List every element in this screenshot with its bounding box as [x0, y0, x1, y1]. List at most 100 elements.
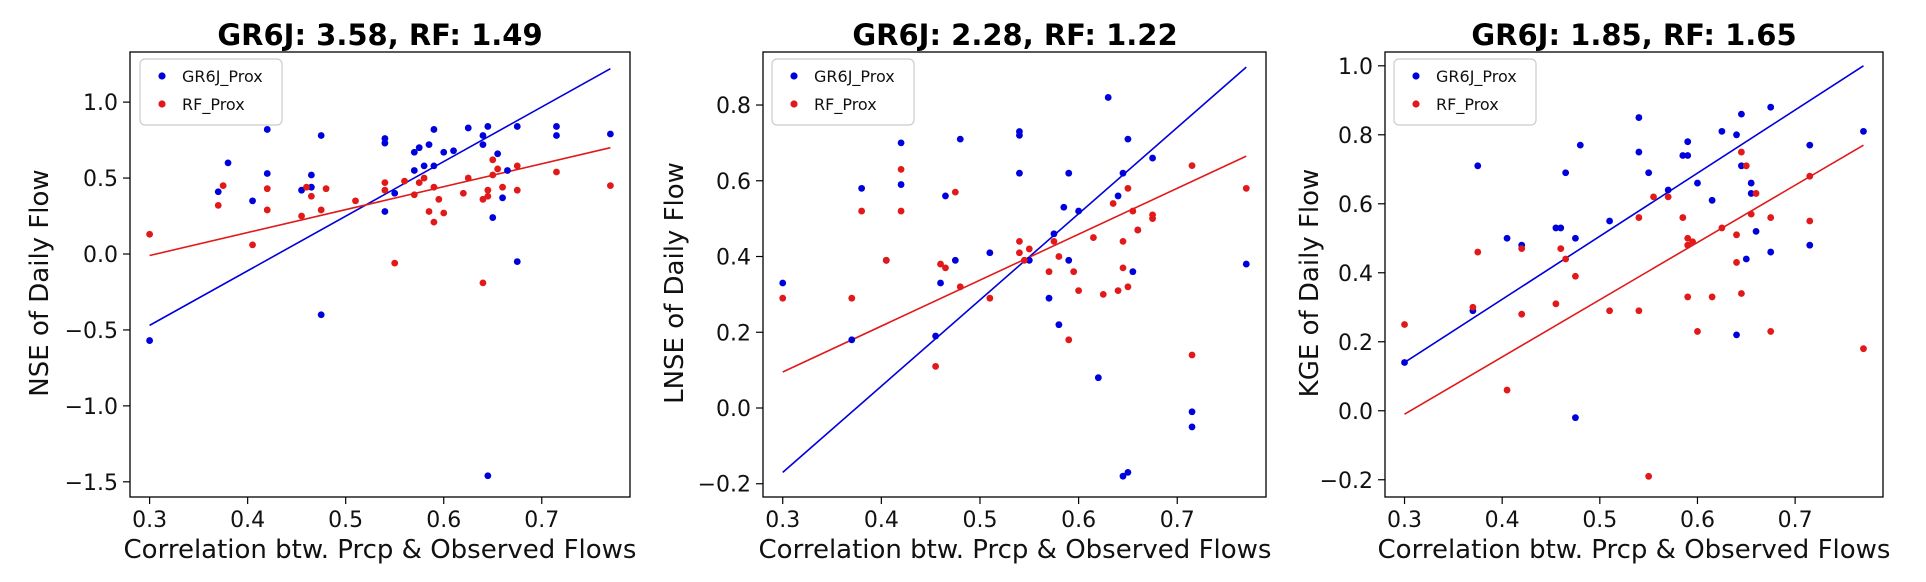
- panel-title: GR6J: 1.85, RF: 1.65: [1471, 18, 1796, 52]
- legend-marker-gr6j: [1412, 72, 1420, 80]
- tick-layer: 0.3 0.4 0.5 0.6 0.7 −1.5 −1.0 −0.5 0.0 0.5 1.0: [65, 91, 560, 533]
- point-gr6j-prox: [1025, 256, 1033, 264]
- point-rf-prox: [1738, 148, 1745, 156]
- point-rf-prox: [1684, 293, 1692, 301]
- point-layer: [779, 94, 1250, 480]
- y-axis-label: NSE of Daily Flow: [25, 169, 55, 396]
- legend-label-gr6j: GR6J_Prox: [182, 67, 263, 87]
- point-gr6j-prox: [1050, 230, 1058, 238]
- point-rf-prox: [484, 186, 492, 194]
- point-rf-prox: [1679, 214, 1687, 221]
- point-rf-prox: [1738, 290, 1745, 297]
- point-rf-prox: [1016, 237, 1023, 245]
- x-tick-label: 0.7: [1160, 508, 1195, 533]
- point-rf-prox: [1767, 214, 1775, 221]
- fit-line-layer: [149, 68, 611, 327]
- point-layer: [146, 123, 614, 480]
- point-gr6j-prox: [1664, 186, 1672, 194]
- point-gr6j-prox: [479, 132, 487, 139]
- point-rf-prox: [1635, 307, 1643, 315]
- point-gr6j-prox: [1129, 268, 1137, 276]
- point-gr6j-prox: [1124, 135, 1132, 143]
- y-tick-label: 0.5: [83, 167, 118, 192]
- point-gr6j-prox: [440, 148, 448, 156]
- point-gr6j-prox: [464, 124, 472, 132]
- point-gr6j-prox: [415, 144, 423, 152]
- y-tick-label: 0.2: [716, 321, 751, 346]
- point-gr6j-prox: [1572, 414, 1579, 422]
- point-gr6j-prox: [1738, 110, 1745, 118]
- y-tick-label: 0.4: [716, 246, 751, 271]
- point-rf-prox: [307, 192, 315, 200]
- point-gr6j-prox: [1119, 169, 1127, 177]
- point-rf-prox: [249, 241, 256, 249]
- point-gr6j-prox: [1503, 234, 1511, 242]
- point-rf-prox: [1070, 268, 1078, 276]
- point-gr6j-prox: [1742, 255, 1750, 263]
- point-gr6j-prox: [1752, 227, 1760, 235]
- point-rf-prox: [1090, 234, 1097, 241]
- point-gr6j-prox: [307, 171, 315, 179]
- point-gr6j-prox: [499, 194, 506, 202]
- point-gr6j-prox: [897, 139, 905, 147]
- x-tick-label: 0.5: [962, 508, 997, 533]
- point-gr6j-prox: [1806, 241, 1814, 249]
- point-rf-prox: [1718, 224, 1726, 232]
- point-rf-prox: [381, 179, 389, 187]
- point-rf-prox: [435, 195, 443, 203]
- point-rf-prox: [1124, 283, 1132, 291]
- point-gr6j-prox: [410, 148, 418, 156]
- point-rf-prox: [932, 362, 939, 370]
- point-rf-prox: [352, 197, 359, 205]
- point-rf-prox: [1572, 272, 1579, 280]
- plot-frame: [762, 51, 1267, 498]
- point-gr6j-prox: [848, 336, 856, 344]
- point-rf-prox: [513, 162, 521, 170]
- plot-frame: [1384, 51, 1884, 498]
- point-gr6j-prox: [1557, 224, 1565, 232]
- y-tick-label: 0.8: [1338, 124, 1373, 149]
- point-rf-prox: [425, 208, 433, 215]
- point-gr6j-prox: [1860, 127, 1867, 135]
- fit-line-gr6j-prox: [149, 68, 611, 327]
- point-rf-prox: [440, 209, 448, 217]
- point-gr6j-prox: [214, 188, 222, 196]
- panel-title: GR6J: 3.58, RF: 1.49: [217, 18, 542, 52]
- point-rf-prox: [464, 174, 472, 182]
- point-gr6j-prox: [1747, 179, 1755, 187]
- point-rf-prox: [1752, 190, 1760, 197]
- x-tick-label: 0.7: [524, 508, 559, 533]
- x-tick-label: 0.6: [426, 508, 461, 533]
- point-rf-prox: [489, 171, 497, 179]
- point-gr6j-prox: [1188, 408, 1196, 416]
- point-gr6j-prox: [489, 214, 497, 221]
- point-gr6j-prox: [1679, 152, 1687, 159]
- point-rf-prox: [1664, 193, 1672, 201]
- point-gr6j-prox: [932, 332, 939, 340]
- point-rf-prox: [1055, 253, 1063, 260]
- legend-marker-rf: [790, 100, 798, 108]
- point-gr6j-prox: [553, 123, 560, 130]
- point-gr6j-prox: [430, 126, 438, 133]
- y-axis-label: KGE of Daily Flow: [1295, 169, 1325, 398]
- point-gr6j-prox: [986, 249, 994, 257]
- point-gr6j-prox: [779, 279, 787, 287]
- tick-layer: 0.3 0.4 0.5 0.6 0.7 −0.2 0.0 0.2 0.4 0.6 0.8: [698, 94, 1195, 533]
- point-gr6j-prox: [1684, 138, 1692, 146]
- point-rf-prox: [1065, 336, 1073, 344]
- point-rf-prox: [951, 188, 959, 196]
- point-gr6j-prox: [1474, 162, 1482, 170]
- point-rf-prox: [1119, 264, 1127, 272]
- legend-marker-rf: [1412, 100, 1420, 108]
- point-rf-prox: [401, 177, 408, 185]
- x-tick-label: 0.6: [1680, 508, 1715, 533]
- point-gr6j-prox: [1562, 169, 1570, 177]
- point-rf-prox: [1860, 345, 1867, 353]
- point-gr6j-prox: [1572, 234, 1579, 242]
- y-tick-label: 1.0: [83, 91, 118, 116]
- x-tick-label: 0.3: [1387, 508, 1422, 533]
- panel-nse: GR6J: 3.58, RF: 1.49 NSE of Daily Flow C…: [25, 18, 636, 565]
- point-rf-prox: [1149, 211, 1156, 219]
- point-rf-prox: [1503, 386, 1511, 394]
